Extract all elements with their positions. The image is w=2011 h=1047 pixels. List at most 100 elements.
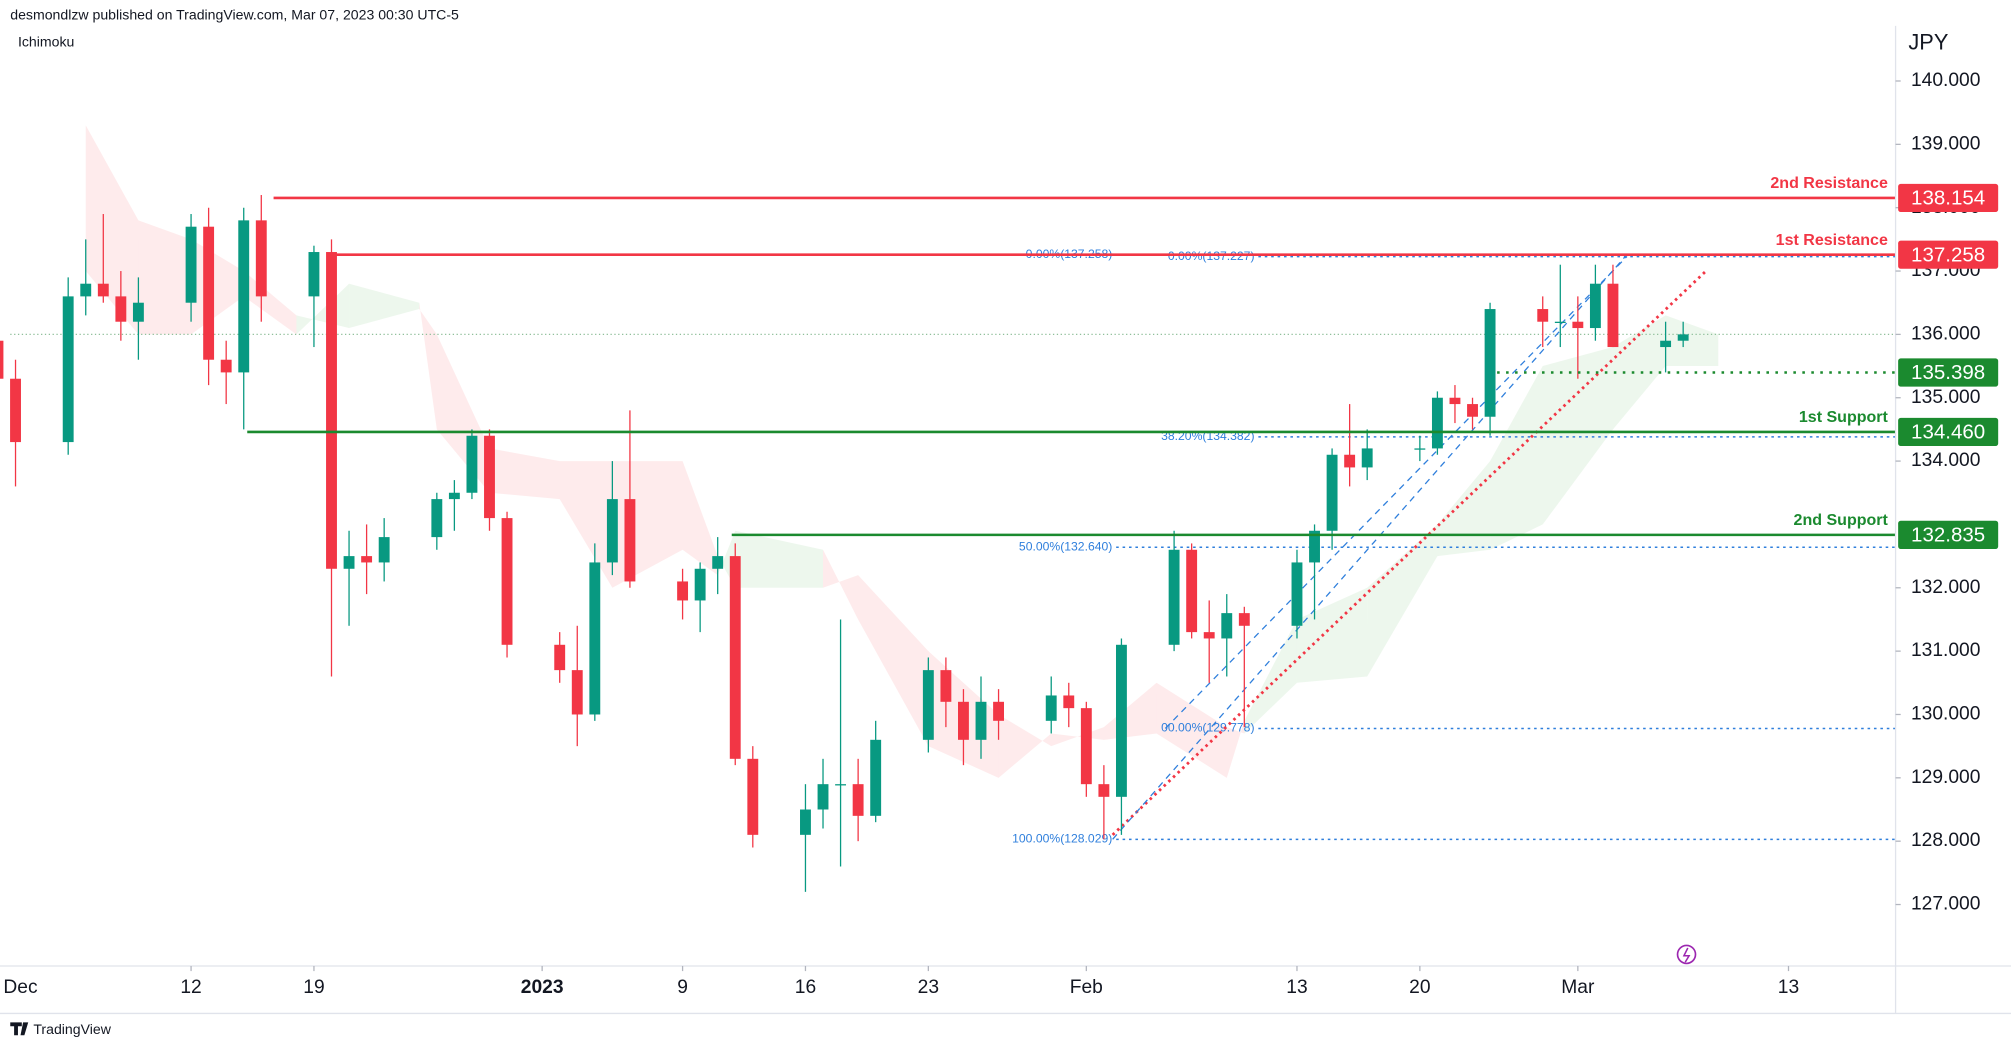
candle-body — [1484, 309, 1496, 417]
candle-body — [1203, 632, 1215, 639]
y-tick-label: 134.000 — [1911, 450, 1980, 471]
x-tick-label: 20 — [1409, 977, 1430, 998]
level-tag — [1898, 417, 1999, 447]
candle-body — [10, 378, 21, 443]
candle-body — [712, 556, 724, 569]
ichimoku-cloud — [419, 302, 437, 430]
candle-body — [1063, 695, 1075, 709]
candle-body — [308, 252, 320, 297]
level-tag-label: 132.835 — [1911, 524, 1985, 547]
y-tick-label: 132.000 — [1911, 577, 1980, 598]
candle-body — [1572, 321, 1584, 329]
currency: JPY — [1908, 30, 1948, 55]
candle-body — [1467, 404, 1478, 417]
candle-body — [852, 784, 864, 816]
x-tick-label: 19 — [303, 977, 324, 998]
candle-body — [1431, 397, 1443, 449]
x-tick-label: 12 — [180, 977, 201, 998]
candle-body — [1098, 784, 1110, 797]
ichimoku-cloud — [1367, 524, 1438, 677]
candle-body — [1115, 644, 1127, 797]
candle-body — [800, 809, 811, 835]
candle-body — [361, 556, 373, 563]
candle-body — [203, 226, 215, 360]
candle-body — [1677, 334, 1689, 341]
x-tick-label: Dec — [3, 977, 38, 998]
ichimoku-cloud — [1437, 461, 1491, 557]
x-tick-label: Mar — [1561, 977, 1595, 998]
candle-body — [747, 758, 759, 835]
ichimoku-cloud — [1665, 315, 1719, 367]
y-tick-label: 139.000 — [1911, 133, 1980, 154]
fib-label: 100.00%(128.029) — [1012, 832, 1112, 846]
candle-body — [1344, 454, 1356, 468]
level-tag-label: 138.154 — [1911, 187, 1985, 210]
x-tick-label: 16 — [795, 977, 816, 998]
x-tick-label: 13 — [1286, 977, 1307, 998]
candle-body — [0, 340, 4, 379]
ichimoku-cloud — [1612, 315, 1666, 430]
y-tick-label: 131.000 — [1911, 640, 1980, 661]
ichimoku-cloud — [349, 283, 420, 329]
candle-body — [62, 296, 74, 443]
x-tick-label: 13 — [1778, 977, 1799, 998]
ichimoku-cloud — [138, 220, 192, 335]
plot-area: 0.00%(137.258)0.00%(137.227)38.20%(134.3… — [0, 125, 1896, 892]
x-tick-label: Feb — [1070, 977, 1103, 998]
level-name: 2nd Resistance — [1770, 174, 1888, 192]
y-tick-label: 136.000 — [1911, 323, 1980, 344]
y-tick-label: 140.000 — [1911, 70, 1980, 91]
ichimoku-cloud — [858, 575, 929, 747]
candle-body — [922, 670, 934, 740]
candle-body — [940, 670, 952, 702]
candle-body — [835, 784, 847, 786]
candle-body — [466, 435, 478, 493]
candle-body — [993, 701, 1004, 721]
ichimoku-cloud — [559, 461, 613, 588]
trend-line — [1111, 270, 1707, 836]
candle-body — [606, 499, 618, 563]
ichimoku-cloud — [735, 530, 824, 588]
candle-body — [1221, 613, 1233, 639]
candle-body — [115, 296, 127, 322]
level-tag-label: 135.398 — [1911, 361, 1985, 384]
ichimoku-cloud — [1490, 366, 1543, 550]
candle-body — [1045, 695, 1057, 721]
footer: TradingView — [33, 1021, 111, 1037]
candle-body — [238, 220, 250, 373]
header: desmondlzw published on TradingView.com,… — [10, 6, 459, 22]
fib-label: 00.00%(129.778) — [1161, 721, 1254, 735]
x-tick-label: 9 — [677, 977, 688, 998]
trend-line — [1112, 254, 1628, 840]
candle-body — [484, 435, 495, 519]
ichimoku-cloud — [1244, 619, 1297, 734]
candle-body — [589, 562, 601, 715]
level-name: 1st Support — [1799, 408, 1889, 426]
ichimoku-cloud — [85, 125, 139, 335]
level-tag-label: 134.460 — [1911, 421, 1985, 444]
level-tag — [1898, 358, 1999, 387]
candle-body — [220, 359, 232, 373]
candle-body — [1168, 549, 1180, 645]
candle-body — [501, 518, 513, 645]
candle-body — [1449, 397, 1461, 405]
level-tag — [1898, 240, 1999, 269]
candle-body — [1554, 321, 1566, 323]
trend-line — [1164, 256, 1628, 729]
ichimoku-cloud — [1542, 347, 1613, 525]
candle-body — [1414, 448, 1426, 450]
candle-body — [1607, 283, 1619, 348]
y-tick-label: 127.000 — [1911, 894, 1980, 915]
candle-body — [729, 556, 741, 759]
candle-body — [255, 220, 267, 297]
candle-body — [185, 226, 197, 303]
event-icon[interactable] — [1676, 944, 1697, 965]
candle-body — [554, 644, 566, 671]
candle-body — [80, 283, 92, 297]
ichimoku-cloud — [823, 549, 859, 620]
ichimoku-cloud — [682, 461, 718, 576]
candle-body — [1537, 309, 1549, 322]
